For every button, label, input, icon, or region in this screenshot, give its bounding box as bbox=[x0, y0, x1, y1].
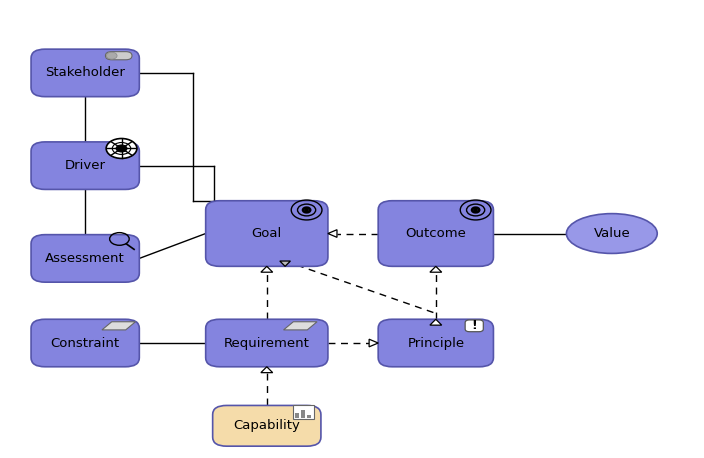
Text: Stakeholder: Stakeholder bbox=[45, 66, 125, 79]
FancyBboxPatch shape bbox=[465, 320, 484, 332]
FancyBboxPatch shape bbox=[31, 49, 139, 97]
Bar bbox=[295, 413, 299, 418]
Ellipse shape bbox=[113, 142, 131, 154]
Ellipse shape bbox=[567, 213, 658, 253]
Ellipse shape bbox=[305, 209, 308, 211]
Text: Assessment: Assessment bbox=[45, 252, 125, 265]
FancyBboxPatch shape bbox=[206, 201, 328, 266]
Ellipse shape bbox=[474, 209, 478, 211]
Text: Capability: Capability bbox=[233, 420, 300, 432]
FancyBboxPatch shape bbox=[378, 201, 494, 266]
Text: Principle: Principle bbox=[407, 337, 465, 349]
Polygon shape bbox=[261, 367, 272, 373]
Ellipse shape bbox=[106, 138, 137, 158]
Text: Requirement: Requirement bbox=[224, 337, 310, 349]
Polygon shape bbox=[430, 266, 441, 272]
Polygon shape bbox=[261, 266, 272, 272]
Text: Goal: Goal bbox=[251, 227, 282, 240]
Polygon shape bbox=[328, 230, 337, 237]
Text: Driver: Driver bbox=[65, 159, 106, 172]
FancyBboxPatch shape bbox=[31, 319, 139, 367]
Text: Value: Value bbox=[593, 227, 630, 240]
FancyBboxPatch shape bbox=[31, 234, 139, 282]
Text: Constraint: Constraint bbox=[51, 337, 120, 349]
Ellipse shape bbox=[106, 52, 117, 59]
Text: !: ! bbox=[472, 319, 477, 333]
FancyBboxPatch shape bbox=[106, 52, 132, 60]
Polygon shape bbox=[284, 322, 317, 330]
Ellipse shape bbox=[116, 145, 127, 152]
FancyBboxPatch shape bbox=[293, 405, 313, 419]
Polygon shape bbox=[430, 319, 441, 325]
FancyBboxPatch shape bbox=[213, 405, 321, 446]
FancyBboxPatch shape bbox=[31, 142, 139, 190]
Polygon shape bbox=[279, 261, 291, 266]
Polygon shape bbox=[102, 322, 135, 330]
Bar bbox=[301, 410, 306, 418]
Text: Outcome: Outcome bbox=[406, 227, 466, 240]
FancyBboxPatch shape bbox=[206, 319, 328, 367]
FancyBboxPatch shape bbox=[378, 319, 494, 367]
Bar bbox=[308, 414, 311, 418]
Polygon shape bbox=[369, 339, 378, 347]
